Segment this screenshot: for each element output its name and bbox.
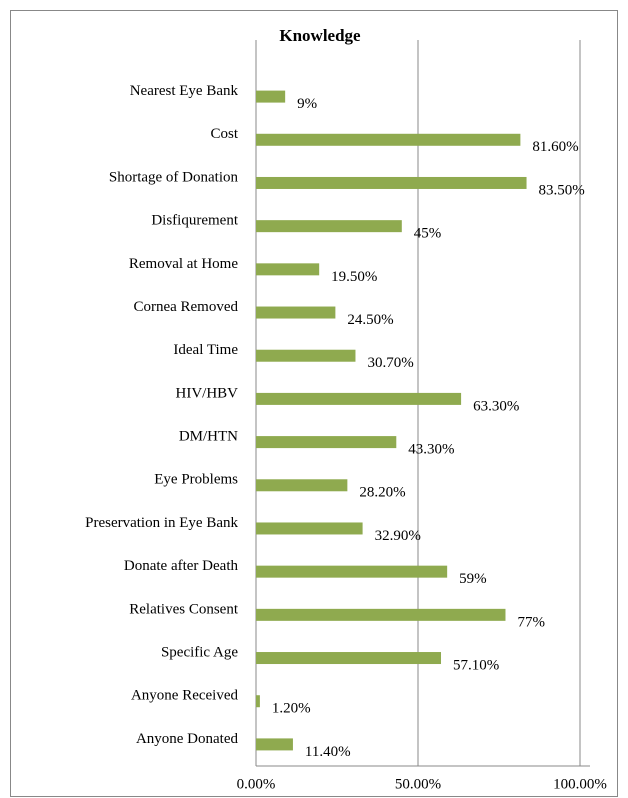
bar [256, 176, 527, 189]
bar [256, 263, 320, 276]
bar [256, 133, 521, 146]
x-tick-label: 100.00% [553, 776, 607, 792]
value-label: 19.50% [331, 269, 377, 285]
bar [256, 90, 286, 103]
y-tick-label: Relatives Consent [129, 601, 239, 617]
y-tick-label: DM/HTN [179, 429, 238, 445]
bar [256, 392, 462, 405]
chart-title: Knowledge [279, 26, 361, 45]
y-tick-label: Removal at Home [129, 256, 238, 272]
value-label: 81.60% [532, 139, 578, 155]
value-label: 57.10% [453, 657, 499, 673]
bar [256, 652, 442, 665]
x-tick-label: 0.00% [237, 776, 276, 792]
bar [256, 306, 336, 319]
bar [256, 608, 506, 621]
value-label: 32.90% [375, 528, 421, 544]
y-tick-label: Eye Problems [154, 472, 238, 488]
y-tick-label: Cornea Removed [133, 299, 238, 315]
bar [256, 522, 363, 535]
y-tick-label: Ideal Time [173, 342, 238, 358]
value-label: 28.20% [359, 485, 405, 501]
value-label: 45% [414, 226, 442, 242]
y-tick-label: Disfiqurement [151, 213, 238, 229]
value-label: 83.50% [539, 182, 585, 198]
bar [256, 349, 356, 362]
bar [256, 436, 397, 449]
y-tick-label: Shortage of Donation [109, 169, 239, 185]
y-tick-label: Anyone Received [131, 688, 239, 704]
bar [256, 565, 448, 578]
bar [256, 695, 260, 708]
value-label: 43.30% [408, 442, 454, 458]
y-tick-label: Preservation in Eye Bank [85, 515, 238, 531]
chart-border [10, 10, 618, 797]
value-label: 63.30% [473, 398, 519, 414]
y-tick-label: Cost [210, 126, 238, 142]
bar [256, 738, 293, 751]
y-tick-label: Anyone Donated [136, 731, 239, 747]
x-tick-label: 50.00% [395, 776, 441, 792]
y-tick-label: Donate after Death [124, 558, 239, 574]
value-label: 30.70% [367, 355, 413, 371]
value-label: 59% [459, 571, 487, 587]
value-label: 77% [517, 614, 545, 630]
y-tick-label: Nearest Eye Bank [130, 83, 239, 99]
value-label: 1.20% [272, 701, 311, 717]
bar [256, 479, 348, 492]
y-tick-label: Specific Age [161, 644, 238, 660]
value-label: 9% [297, 96, 317, 112]
value-label: 24.50% [347, 312, 393, 328]
bar [256, 220, 402, 233]
y-tick-label: HIV/HBV [176, 385, 239, 401]
value-label: 11.40% [305, 744, 351, 760]
